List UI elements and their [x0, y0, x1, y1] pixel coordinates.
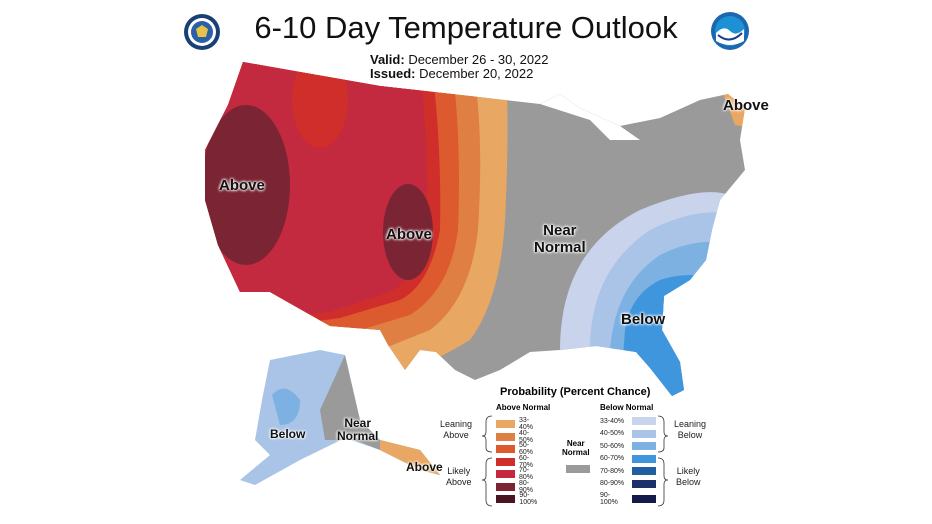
map-label-alaska-above: Above — [406, 460, 443, 474]
valid-label: Valid: — [370, 52, 405, 67]
alaska-near-line1: Near — [344, 416, 372, 430]
below-bin-label: 70-80% — [600, 467, 625, 475]
above-bin-label: 60-70% — [518, 454, 533, 469]
below-bin-label: 33-40% — [600, 417, 625, 425]
noaa-logo-icon — [710, 11, 750, 51]
legend-brackets — [481, 415, 669, 507]
map-label-above-west: Above — [219, 177, 265, 194]
legend-below-header: Below Normal — [600, 403, 654, 412]
issued-label: Issued: — [370, 66, 416, 81]
alaska-near-line2: Normal — [337, 429, 379, 443]
above-bin: 60-70% — [496, 455, 538, 469]
below-bin: 33-40% — [600, 417, 656, 425]
leaning-below-line2: Below — [677, 430, 703, 440]
legend-leaning-below: Leaning Below — [674, 419, 706, 441]
above-bin: 40-50% — [496, 430, 538, 444]
above-bin: 70-80% — [496, 467, 538, 481]
below-bin: 60-70% — [600, 454, 656, 463]
issued-date: Issued: December 20, 2022 — [370, 66, 533, 81]
above-bin-label: 80-90% — [518, 479, 533, 494]
leaning-below-line1: Leaning — [674, 419, 707, 429]
below-bin-label: 50-60% — [600, 442, 625, 450]
map-label-above-central: Above — [386, 226, 432, 243]
likely-above-line2: Above — [446, 477, 472, 487]
below-swatch — [632, 429, 656, 438]
likely-below-line1: Likely — [676, 466, 700, 476]
below-bin: 40-50% — [600, 429, 656, 438]
above-swatch — [496, 482, 515, 491]
legend-above-header: Above Normal — [496, 403, 551, 412]
issued-value: December 20, 2022 — [419, 66, 534, 81]
above-bin-label: 40-50% — [518, 429, 533, 444]
above-swatch — [496, 420, 515, 428]
below-bin-label: 60-70% — [600, 455, 625, 462]
map-label-alaska-below: Below — [270, 427, 306, 441]
above-bin-label: 33-40% — [518, 417, 533, 431]
above-swatch — [496, 445, 515, 453]
valid-dates: Valid: December 26 - 30, 2022 — [370, 52, 549, 67]
leaning-above-line1: Leaning — [440, 419, 473, 429]
below-bin-label: 80-90% — [600, 480, 625, 487]
below-bin: 90-100% — [600, 492, 656, 506]
above-bin: 50-60% — [496, 442, 538, 456]
near-line1: Near — [566, 439, 585, 448]
below-bin: 70-80% — [600, 467, 656, 475]
near-line2: Normal — [562, 448, 590, 457]
below-swatch — [632, 479, 656, 488]
map-label-alaska-near: Near Normal — [337, 417, 378, 443]
page-title: 6-10 Day Temperature Outlook — [254, 10, 678, 45]
legend-likely-below: Likely Below — [676, 466, 701, 488]
legend-near-swatch — [566, 465, 590, 473]
above-swatch — [496, 457, 515, 466]
likely-above-line1: Likely — [447, 466, 471, 476]
above-swatch — [496, 495, 516, 503]
above-bin: 80-90% — [496, 480, 538, 494]
leaning-above-line2: Above — [443, 430, 469, 440]
above-swatch — [496, 432, 515, 441]
below-swatch — [632, 467, 656, 475]
map-label-above-maine: Above — [723, 97, 769, 114]
near-normal-line2: Normal — [534, 239, 586, 256]
near-normal-line1: Near — [543, 222, 577, 239]
below-bin: 50-60% — [600, 442, 656, 450]
below-bin-label: 90-100% — [600, 492, 618, 506]
above-bin-label: 70-80% — [518, 467, 533, 481]
legend-likely-above: Likely Above — [446, 466, 472, 488]
valid-value: December 26 - 30, 2022 — [408, 52, 549, 67]
above-bin-label: 90-100% — [519, 492, 538, 506]
below-swatch — [632, 454, 656, 463]
above-bin: 33-40% — [496, 417, 538, 431]
legend-leaning-above: Leaning Above — [440, 419, 472, 441]
above-bin-label: 50-60% — [518, 442, 533, 456]
below-bin-label: 40-50% — [600, 430, 625, 437]
below-swatch — [632, 417, 656, 425]
legend-title: Probability (Percent Chance) — [500, 386, 651, 398]
above-bin: 90-100% — [496, 492, 542, 506]
below-swatch — [632, 495, 656, 503]
legend-near-normal: Near Normal — [562, 439, 590, 457]
likely-below-line2: Below — [676, 477, 701, 487]
below-swatch — [632, 442, 656, 450]
above-swatch — [496, 470, 515, 478]
map-label-near-normal: Near Normal — [534, 222, 586, 256]
doc-seal-icon — [183, 13, 221, 51]
below-bin: 80-90% — [600, 479, 656, 488]
map-label-below-southeast: Below — [621, 311, 666, 328]
